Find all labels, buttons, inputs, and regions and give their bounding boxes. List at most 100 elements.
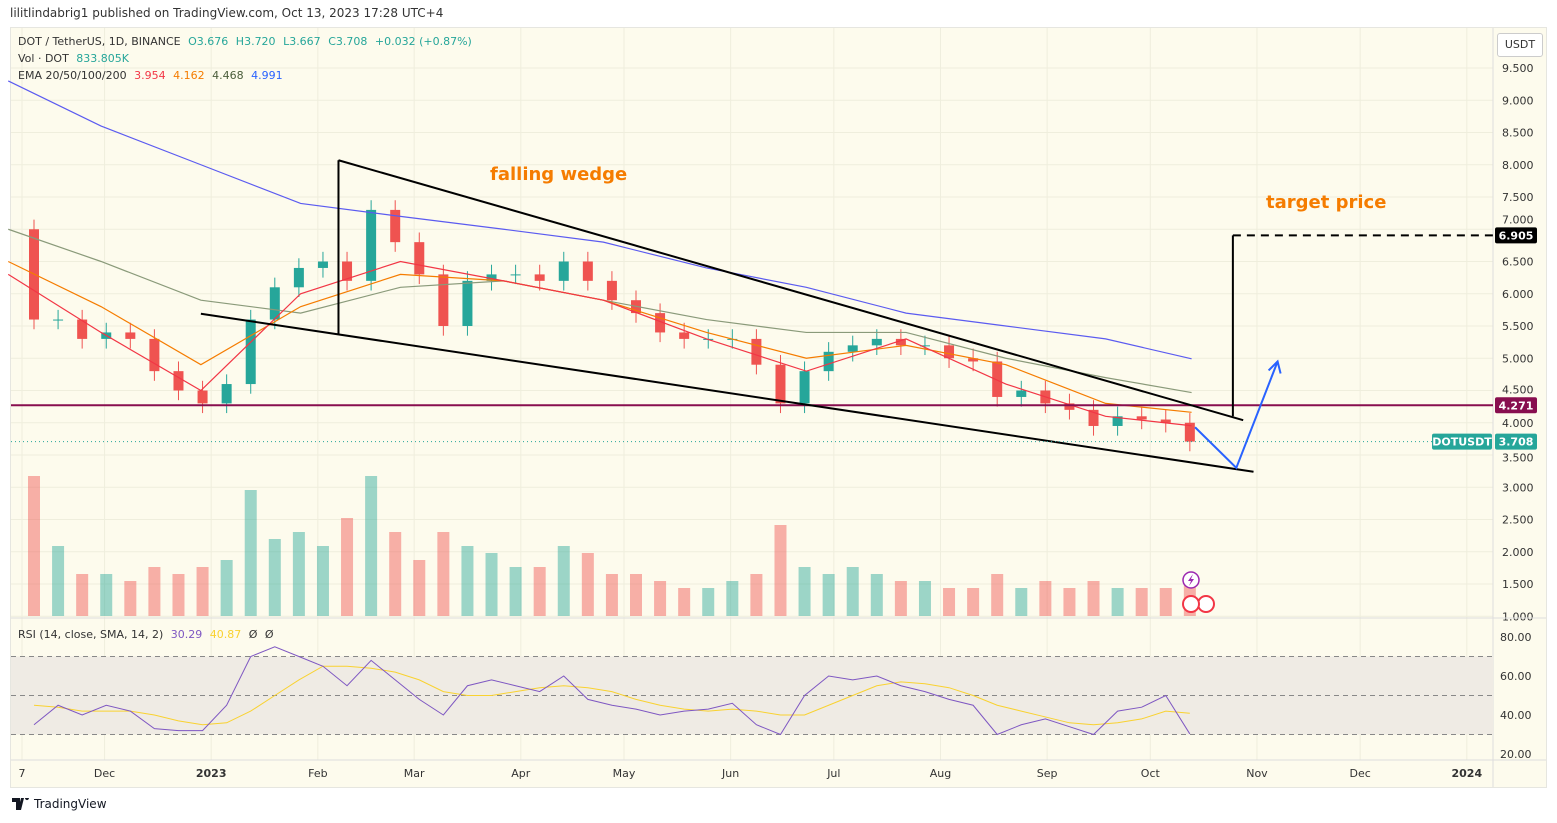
candle-body [655,313,666,333]
arrow-head [1267,359,1282,374]
volume-label[interactable]: Vol · DOT [18,52,69,65]
candle-body [221,384,232,404]
volume-bar [268,539,281,616]
lightning-icon [1188,574,1194,586]
candle-body [582,261,593,281]
target-price-label: target price [1266,192,1387,213]
ema-label[interactable]: EMA 20/50/100/200 [18,69,127,82]
volume-bar [726,581,739,616]
volume-bar [389,532,402,616]
candle-body [968,358,979,362]
candle-body [438,274,449,326]
candle-body [342,261,353,281]
projection-arrow [1194,361,1279,470]
symbol-title[interactable]: DOT / TetherUS, 1D, BINANCE [18,35,181,48]
candle-body [53,319,64,321]
level-price-tag: 4.271 [1499,399,1534,412]
time-tick-label: Jun [721,767,739,780]
candle-body [847,345,858,352]
volume-bar [605,574,618,616]
price-tick-label: 4.000 [1502,417,1534,430]
candle-body [775,364,786,404]
ema50-line [7,260,1192,413]
volume-bar [1135,588,1148,616]
rsi-sma-value: 40.87 [209,628,242,641]
price-tick-label: 7.000 [1502,213,1534,226]
volume-bar [124,581,137,616]
time-tick-label: Mar [404,767,425,780]
rsi-label[interactable]: RSI (14, close, SMA, 14, 2) [18,628,164,641]
volume-bar [292,532,305,616]
volume-bar [750,574,763,616]
volume-bar [485,553,498,616]
volume-bar [316,546,329,616]
candle-body [534,274,545,281]
volume-bar [413,560,426,616]
candle-body [77,319,88,339]
candle-body [173,371,184,391]
volume-bar [1159,588,1172,616]
ema20-line [7,260,1192,427]
volume-bar [630,574,642,616]
symbol-tag-bg [1432,433,1492,450]
volume-bar [1087,581,1100,616]
currency-button[interactable]: USDT [1497,33,1543,57]
volume-bar [172,574,185,616]
rsi-legend: RSI (14, close, SMA, 14, 2) 30.29 40.87 … [18,628,278,641]
volume-bar [341,518,354,616]
ema-legend: EMA 20/50/100/200 3.954 4.162 4.468 4.99… [18,69,287,82]
price-tick-label: 4.500 [1502,383,1534,396]
candle-body [197,390,208,404]
volume-bar [798,567,811,616]
volume-bar [509,567,522,616]
candle-body [510,274,521,276]
volume-bar [437,532,450,616]
volume-bar [1039,581,1052,616]
candle-body [823,351,834,372]
candle-body [245,319,256,385]
candle-body [390,209,401,243]
candle-body [679,332,690,339]
us-event-flag-icon [1197,595,1215,613]
candle-body [269,287,280,320]
candle-body [799,371,810,404]
time-tick-label: Oct [1141,767,1161,780]
candle-body [1112,416,1123,426]
close-value: C3.708 [328,35,368,48]
volume-bar [894,581,907,616]
price-tick-label: 5.500 [1502,320,1534,333]
rsi-tick-label: 20.00 [1500,748,1532,761]
time-tick-label: Sep [1037,767,1058,780]
time-tick-label: Feb [308,767,327,780]
time-tick-label: 2023 [196,767,227,780]
price-tick-label: 2.500 [1502,514,1534,527]
price-tick-label: 2.000 [1502,546,1534,559]
volume-bar [581,553,594,616]
price-tick-label: 9.000 [1502,94,1534,107]
volume-bar [365,476,378,616]
time-tick-label: Dec [94,767,115,780]
rsi-na-1: Ø [248,628,258,641]
level-price-tag-bg [1495,397,1537,414]
tradingview-logo[interactable]: TradingView [12,797,107,811]
open-value: O3.676 [188,35,229,48]
symbol-tag: DOTUSDT [1432,436,1492,449]
volume-bar [461,546,474,616]
volume-bar [196,567,209,616]
us-event-flag-icon [1182,595,1200,613]
rsi-line [33,646,1191,736]
candle-body [1136,416,1147,420]
volume-bar [1111,588,1124,616]
candle-body [317,261,328,268]
volume-bar [678,588,691,616]
wedge-lower-line [200,312,1254,473]
candle-body [486,274,497,281]
candle-body [871,338,882,346]
falling-wedge-label: falling wedge [490,164,628,185]
volume-bar [846,567,859,616]
time-tick-label: Apr [511,767,531,780]
rsi-sma-line [33,665,1190,726]
volume-bar [533,567,546,616]
rsi-tick-label: 60.00 [1500,670,1532,683]
